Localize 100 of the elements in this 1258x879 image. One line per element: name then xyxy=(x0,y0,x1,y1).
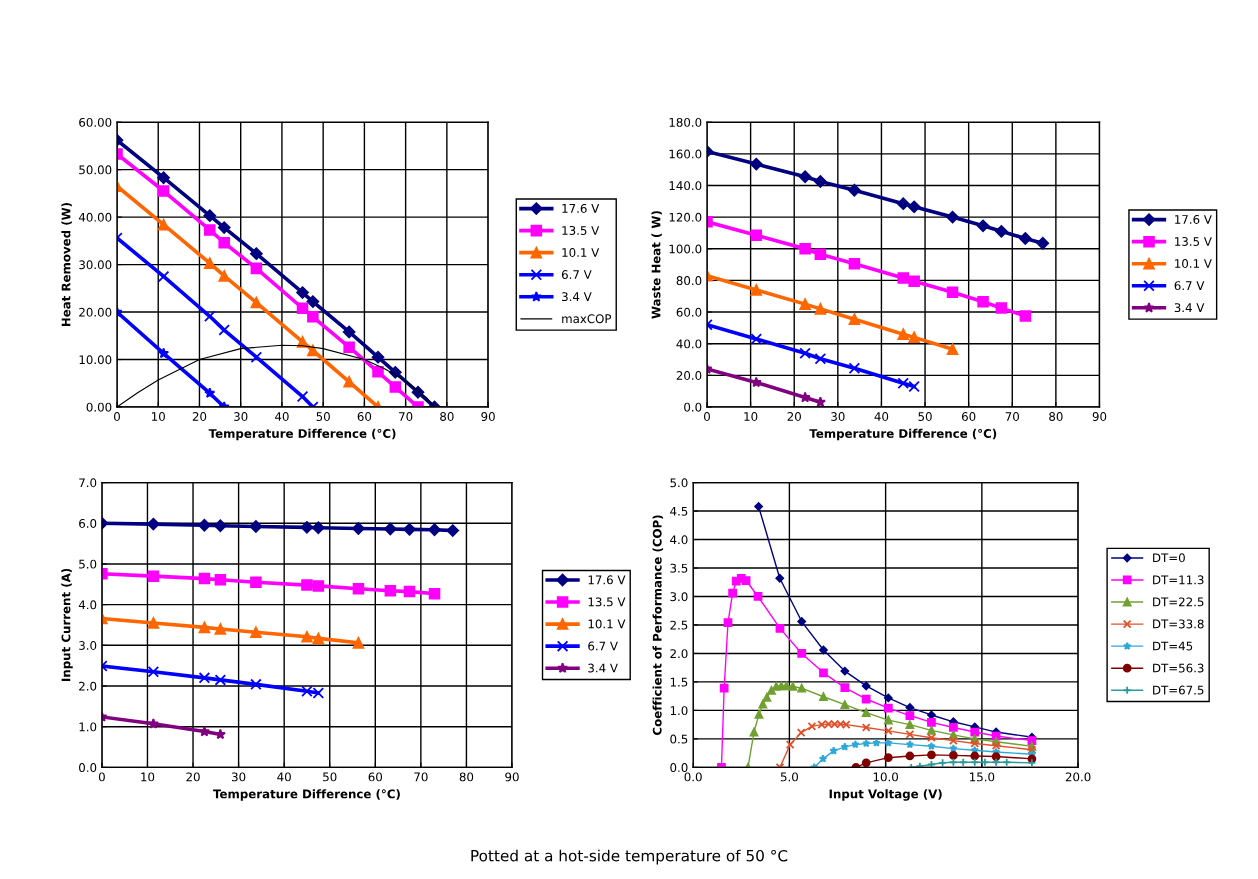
y-tick-label: 160.0 xyxy=(669,149,702,159)
x-tick-label: 20.0 xyxy=(1065,772,1091,782)
y-tick-label: 20.00 xyxy=(79,307,112,317)
y-tick-label: 40.00 xyxy=(78,212,112,222)
x-tick-label: 90 xyxy=(481,412,495,421)
y-tick-label: 2.5 xyxy=(670,620,688,630)
x-axis-title: Temperature Difference (°C) xyxy=(809,428,997,441)
y-tick-label: 4.0 xyxy=(78,600,97,610)
y-axis-title: Waste Heat ( W) xyxy=(651,211,662,319)
x-tick-label: 10 xyxy=(744,412,758,421)
y-tick-label: 3.0 xyxy=(79,641,97,650)
legend-label: 6.7 V xyxy=(588,641,618,651)
legend-label: DT=33.8 xyxy=(1153,619,1204,629)
x-tick-label: 70 xyxy=(1005,412,1019,421)
x-tick-label: 50 xyxy=(918,412,932,421)
x-axis-title: Temperature Difference (°C) xyxy=(208,428,396,441)
legend-label: DT=0 xyxy=(1153,553,1185,563)
y-tick-label: 100.0 xyxy=(669,244,702,254)
x-tick-label: 0 xyxy=(98,772,105,782)
y-tick-label: 0.0 xyxy=(79,763,97,773)
x-tick-label: 50 xyxy=(316,412,330,421)
y-axis-title: Coefficient of Performance (COP) xyxy=(652,515,664,735)
y-tick-label: 80.0 xyxy=(676,276,702,286)
text: Potted at a hot-side temperature of 50 °C xyxy=(471,849,788,865)
legend-label: 10.1 V xyxy=(1175,259,1212,268)
x-tick-label: 80 xyxy=(440,412,454,421)
y-tick-label: 120.0 xyxy=(669,212,702,222)
y-tick-label: 60.0 xyxy=(676,307,702,317)
x-tick-label: 30 xyxy=(231,772,246,782)
legend-label: 13.5 V xyxy=(562,226,600,235)
y-tick-label: 2.0 xyxy=(670,649,688,659)
y-tick-label: 6.0 xyxy=(79,518,97,528)
legend-label: DT=22.5 xyxy=(1153,597,1204,607)
legend-label: maxCOP xyxy=(562,314,612,324)
x-tick-label: 20 xyxy=(787,412,801,421)
x-tick-label: 60 xyxy=(357,412,372,421)
x-tick-label: 5.0 xyxy=(780,772,798,782)
legend-label: 3.4 V xyxy=(562,292,592,302)
x-tick-label: 60 xyxy=(961,412,976,421)
y-axis-title: Input Current (A) xyxy=(61,568,73,681)
x-tick-label: 10 xyxy=(152,412,165,421)
y-tick-label: 5.0 xyxy=(79,559,97,569)
x-tick-label: 10 xyxy=(141,772,155,782)
legend-label: DT=45 xyxy=(1153,641,1193,651)
x-tick-label: 20 xyxy=(192,412,207,421)
y-tick-label: 0.5 xyxy=(670,734,688,744)
y-tick-label: 3.0 xyxy=(670,592,688,602)
x-tick-label: 40 xyxy=(275,412,289,421)
legend-label: 6.7 V xyxy=(1174,281,1205,291)
legend-label: 3.4 V xyxy=(1174,303,1205,313)
x-axis-title: Temperature Difference (°C) xyxy=(213,789,400,801)
y-tick-label: 180.0 xyxy=(669,117,702,127)
x-tick-label: 10.0 xyxy=(873,772,898,782)
x-tick-label: 15.0 xyxy=(970,772,995,782)
x-tick-label: 90 xyxy=(505,772,519,782)
y-tick-label: 1.0 xyxy=(79,722,97,732)
x-tick-label: 50 xyxy=(323,772,337,782)
legend-label: 13.5 V xyxy=(588,597,626,607)
y-tick-label: 40.0 xyxy=(676,339,702,349)
legend-label: 6.7 V xyxy=(561,270,592,280)
legend-label: 13.5 V xyxy=(1175,237,1212,246)
y-tick-label: 4.0 xyxy=(670,535,688,545)
x-tick-label: 90 xyxy=(1092,412,1107,421)
x-tick-label: 0 xyxy=(114,412,120,421)
y-tick-label: 4.5 xyxy=(670,506,688,516)
x-tick-label: 30 xyxy=(234,412,248,421)
legend-label: DT=67.5 xyxy=(1153,685,1204,695)
y-tick-label: 5.0 xyxy=(670,478,688,488)
y-tick-label: 3.5 xyxy=(670,563,688,573)
x-tick-label: 80 xyxy=(1049,412,1063,421)
x-tick-label: 40 xyxy=(277,772,291,782)
y-tick-label: 0.00 xyxy=(86,402,112,412)
legend-label: 17.6 V xyxy=(562,203,600,213)
y-tick-label: 0.0 xyxy=(684,402,702,412)
y-tick-label: 10.00 xyxy=(79,355,112,365)
x-axis-title: Input Voltage (V) xyxy=(829,789,942,801)
y-tick-label: 2.0 xyxy=(79,681,97,691)
legend-label: 17.6 V xyxy=(1175,214,1212,224)
x-tick-label: 60 xyxy=(368,772,383,782)
y-tick-label: 1.5 xyxy=(670,677,688,687)
legend-label: 10.1 V xyxy=(588,619,626,629)
legend-label: DT=56.3 xyxy=(1153,663,1204,673)
y-tick-label: 50.00 xyxy=(79,165,112,175)
x-tick-label: 40 xyxy=(874,412,889,421)
y-tick-label: 20.0 xyxy=(676,371,702,380)
legend-label: 10.1 V xyxy=(562,248,600,257)
y-tick-label: 7.0 xyxy=(79,478,97,488)
x-tick-label: 80 xyxy=(459,772,474,782)
x-tick-label: 20 xyxy=(186,772,200,782)
y-tick-label: 140.0 xyxy=(669,181,702,191)
y-tick-label: 30.00 xyxy=(79,260,112,270)
x-tick-label: 70 xyxy=(399,412,413,421)
x-tick-label: 70 xyxy=(414,772,428,782)
y-tick-label: 1.0 xyxy=(670,706,688,716)
legend-label: 3.4 V xyxy=(588,663,618,673)
y-tick-label: 0.0 xyxy=(670,763,688,773)
legend-label: 17.6 V xyxy=(588,575,626,585)
x-tick-label: 30 xyxy=(831,412,845,421)
legend-label: DT=11.3 xyxy=(1153,575,1204,585)
y-axis-title: Heat Removed (W) xyxy=(61,203,72,327)
